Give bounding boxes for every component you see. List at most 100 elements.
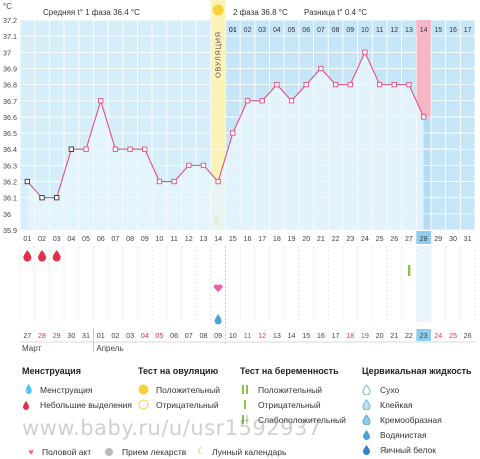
legend-label: Клейкая [380, 399, 413, 410]
calendar-date: 20 [376, 331, 384, 340]
temperature-point [347, 81, 353, 88]
temperature-point [200, 162, 207, 169]
calendar-date: 03 [126, 331, 134, 340]
single-bar-icon [240, 399, 254, 410]
legend-label: Сухо [380, 384, 400, 395]
y-tick-label: 36.2 [3, 178, 17, 187]
cycle-day-label: 13 [405, 27, 413, 34]
temperature-point [420, 114, 427, 120]
legend-title: Цервикальная жидкость [362, 366, 472, 376]
ovulation-label: ОВУЛЯЦИЯ [214, 31, 223, 78]
legend-label: Положительный [156, 384, 220, 395]
calendar-date: 08 [199, 331, 207, 340]
temperature-point [406, 81, 412, 88]
day-label: 22 [332, 234, 340, 243]
temperature-point [98, 98, 104, 104]
temperature-point [24, 178, 30, 185]
calendar-date: 28 [38, 331, 46, 340]
temperature-point [259, 98, 265, 104]
temperature-line [26, 50, 425, 199]
temperature-point [127, 146, 133, 152]
cycle-day-label: 03 [258, 27, 266, 34]
temperature-point [376, 81, 383, 88]
sun-icon [212, 4, 224, 16]
day-label: 18 [273, 234, 281, 243]
legend-label: Прием лекарств [122, 446, 187, 457]
bbt-chart: ОВУЛЯЦИЯ °C 35.9 36 36.1 36.2 36.3 36.4 36.5 36.… [3, 0, 476, 353]
legend-label: Небольшие выделения [40, 399, 132, 410]
legend-title: Менструация [22, 366, 81, 376]
unit-label: °C [3, 2, 12, 11]
cycle-day-label: 12 [390, 27, 398, 34]
day-label: 05 [82, 234, 90, 243]
sticky-icon [362, 399, 376, 410]
temperature-point [112, 146, 119, 152]
calendar-date: 07 [185, 331, 193, 340]
legend: Менструация 💧 Менструация Небольшие выдел… [0, 360, 480, 457]
legend-label: Отрицательный [156, 399, 219, 410]
temperature-point [142, 146, 148, 152]
events-area [20, 246, 475, 322]
day-label: 14 [214, 234, 222, 243]
cycle-day-label: 06 [302, 27, 310, 34]
legend-label: Лунный календарь [212, 446, 287, 457]
legend-title: Тест на овуляцию [138, 366, 219, 376]
temperature-point [391, 81, 397, 88]
temperature-point [288, 98, 295, 104]
calendar-date: 01 [97, 331, 105, 340]
y-tick-label: 36.7 [3, 97, 17, 106]
calendar-date: 09 [214, 331, 222, 340]
cycle-day-label: 11 [376, 27, 383, 34]
y-tick-label: 36.6 [3, 113, 17, 122]
temperature-point [274, 81, 280, 88]
cycle-day-label: 14 [420, 27, 428, 34]
day-label: 01 [23, 234, 31, 243]
calendar-date: 27 [23, 331, 31, 340]
day-label: 10 [155, 234, 163, 243]
calendar-date: 23 [420, 331, 428, 340]
legend-cervical-fluid: Цервикальная жидкость Сухо Клейкая Кремо… [362, 366, 472, 457]
calendar-date: 17 [332, 331, 340, 340]
temperature-point [362, 49, 368, 55]
day-label: 16 [244, 234, 252, 243]
calendar-date: 24 [434, 331, 442, 340]
calendar-date: 16 [317, 331, 325, 340]
legend-label: Кремообразная [380, 414, 442, 425]
cycle-day-label: 02 [244, 27, 252, 34]
cycle-day-label: 04 [273, 27, 281, 34]
faint-bar-icon [240, 414, 254, 425]
menstruation-drop [23, 250, 32, 262]
watery-icon [362, 429, 376, 440]
calendar-date: 04 [141, 331, 149, 340]
calendar-date: 11 [244, 331, 251, 340]
calendar-date: 13 [273, 331, 281, 340]
temperature-point [215, 178, 221, 185]
pregnancy-test-mark [407, 265, 411, 276]
y-tick-label: 36.1 [3, 194, 17, 203]
small-drop-icon [22, 400, 36, 410]
cervical-fluid-drop [214, 314, 222, 325]
drop-icon: 💧 [23, 384, 35, 394]
calendar-date: 14 [288, 331, 296, 340]
heart-icon: ♥ [28, 446, 34, 457]
creamy-icon [362, 414, 376, 425]
day-label: 30 [449, 234, 457, 243]
calendar-date: 22 [405, 331, 413, 340]
cycle-day-label: 10 [361, 27, 369, 34]
day-label: 08 [126, 234, 134, 243]
day-label: 17 [258, 234, 266, 243]
calendar-date: 19 [361, 331, 369, 340]
y-tick-label: 36.8 [3, 81, 17, 90]
day-label: 06 [97, 234, 105, 243]
calendar-date: 31 [82, 331, 90, 340]
temperature-point [171, 178, 177, 185]
legend-menstruation: Менструация 💧 Менструация Небольшие выдел… [22, 366, 132, 412]
legend-label: Отрицательный [258, 399, 321, 410]
temperature-point [332, 81, 339, 88]
cycle-day-label: 05 [288, 27, 296, 34]
calendar-date: 10 [229, 331, 237, 340]
month-label: Апрель [96, 344, 123, 353]
temperature-point [186, 162, 192, 169]
day-label: 07 [111, 234, 119, 243]
highlight-date-cell [416, 329, 431, 341]
